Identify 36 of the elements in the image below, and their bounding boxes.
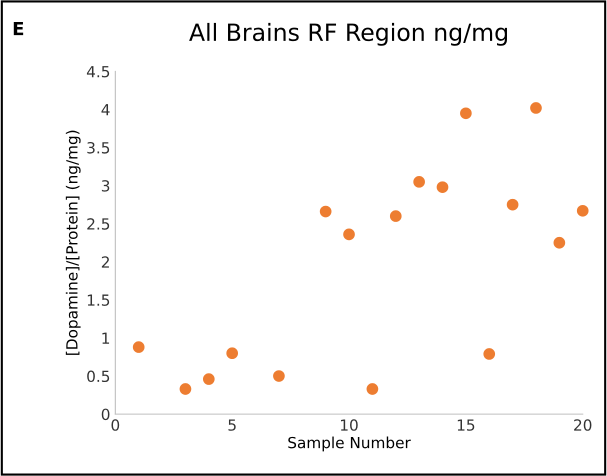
x-axis-title: Sample Number bbox=[288, 436, 411, 452]
point bbox=[506, 198, 520, 212]
y-tick-label: 0 bbox=[102, 408, 110, 420]
point bbox=[202, 372, 216, 386]
x-tick-label: 0 bbox=[111, 419, 120, 431]
point bbox=[552, 236, 566, 250]
y-tick-label: 2.5 bbox=[87, 218, 110, 230]
point bbox=[529, 101, 543, 115]
point bbox=[576, 204, 590, 218]
point bbox=[459, 106, 473, 120]
point bbox=[318, 204, 332, 218]
x-tick-label: 5 bbox=[228, 419, 236, 431]
x-tick-label: 20 bbox=[574, 419, 592, 431]
point bbox=[436, 180, 450, 194]
point bbox=[366, 382, 380, 396]
point bbox=[482, 347, 496, 361]
point bbox=[389, 209, 402, 223]
y-tick-label: 4 bbox=[101, 104, 110, 116]
y-tick-label: 3 bbox=[102, 180, 110, 192]
point bbox=[272, 369, 286, 383]
point bbox=[342, 228, 356, 242]
y-tick-label: 2 bbox=[102, 256, 109, 268]
x-tick-label: 10 bbox=[340, 419, 358, 431]
text: E bbox=[14, 22, 24, 36]
point bbox=[178, 382, 192, 396]
x-tick-label: 15 bbox=[458, 419, 474, 431]
point bbox=[412, 175, 426, 188]
y-tick-label: 0.5 bbox=[87, 370, 110, 382]
point bbox=[226, 346, 239, 360]
y-tick-label: 1.5 bbox=[88, 294, 110, 306]
chart-title: All Brains RF Region ng/mg bbox=[189, 22, 507, 46]
y-tick-label: 3.5 bbox=[87, 142, 110, 154]
y-tick-label: 4.5 bbox=[86, 66, 110, 78]
y-tick-label: 1 bbox=[102, 332, 110, 344]
point bbox=[132, 340, 146, 354]
y-axis-title: [Dopamine]/[Protein] (ng/mg) bbox=[66, 130, 81, 355]
